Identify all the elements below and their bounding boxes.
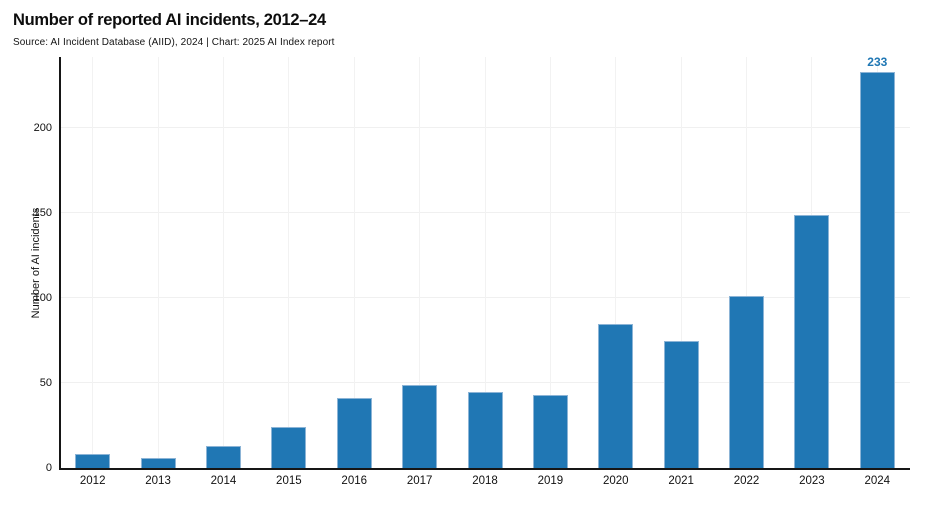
- bar-2021: [663, 341, 699, 468]
- x-tick-label: 2021: [668, 475, 694, 487]
- bar-2015: [271, 427, 307, 468]
- x-tick-label: 2023: [799, 475, 825, 487]
- gridline-vertical: [680, 57, 682, 468]
- x-tick-label: 2018: [472, 475, 498, 487]
- gridline-vertical: [92, 57, 94, 468]
- x-tick-label: 2014: [210, 475, 237, 487]
- bar-2014: [205, 446, 241, 468]
- bar-2023: [794, 215, 830, 468]
- chart-subtitle: Source: AI Incident Database (AIID), 202…: [13, 37, 335, 48]
- gridline-vertical: [549, 57, 551, 468]
- x-tick-label: 2013: [145, 475, 171, 487]
- gridline-vertical: [615, 57, 617, 468]
- y-tick-label: 200: [33, 122, 52, 135]
- y-tick-label: 100: [33, 292, 52, 305]
- chart-title: Number of reported AI incidents, 2012–24: [13, 11, 326, 29]
- bar-2022: [729, 296, 765, 468]
- bar-2020: [598, 324, 634, 468]
- gridline-vertical: [419, 57, 421, 468]
- bar-2024: [859, 72, 895, 468]
- x-tick-label: 2024: [864, 475, 891, 487]
- x-tick-label: 2012: [79, 475, 106, 487]
- y-axis-line: [59, 57, 61, 468]
- gridline-vertical: [157, 57, 159, 468]
- x-tick-label: 2020: [602, 475, 629, 487]
- x-tick-label: 2022: [733, 475, 760, 487]
- x-tick-label: 2017: [406, 475, 433, 487]
- x-axis-line: [59, 468, 910, 470]
- y-tick-label: 50: [39, 377, 52, 390]
- bar-2019: [532, 395, 568, 468]
- gridline-vertical: [353, 57, 355, 468]
- plot-area: [60, 57, 910, 468]
- gridline-vertical: [222, 57, 224, 468]
- bar-2016: [336, 398, 372, 468]
- bar-2012: [75, 454, 111, 468]
- bar-2018: [467, 392, 503, 468]
- x-tick-label: 2019: [537, 475, 564, 487]
- x-tick-label: 2015: [276, 475, 302, 487]
- gridline-vertical: [288, 57, 290, 468]
- y-tick-label: 0: [45, 462, 52, 474]
- gridline-vertical: [484, 57, 486, 468]
- x-tick-label: 2016: [341, 475, 368, 487]
- bar-value-label: 233: [867, 55, 888, 70]
- bar-2013: [140, 458, 176, 468]
- gridline-vertical: [746, 57, 748, 468]
- y-tick-label: 150: [33, 207, 52, 220]
- bar-2017: [402, 385, 438, 468]
